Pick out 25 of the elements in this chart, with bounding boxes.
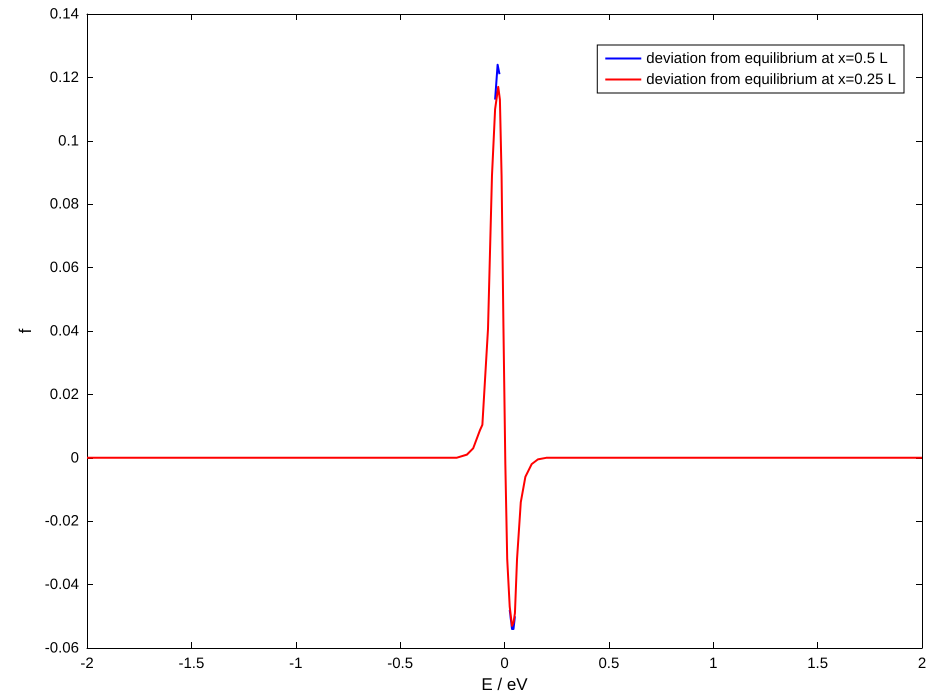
x-tick-label: 1.5 <box>807 655 828 672</box>
line-series <box>86 86 923 627</box>
x-tick-label: -0.5 <box>387 655 414 672</box>
y-tick-label: 0.04 <box>50 322 79 340</box>
y-tick-label: 0.02 <box>50 386 79 403</box>
x-tick-label: 0.5 <box>598 655 620 672</box>
y-tick-label: 0.08 <box>50 196 79 213</box>
x-tick-label: -2 <box>80 655 94 672</box>
legend-label: deviation from equilibrium at x=0.25 L <box>646 71 896 88</box>
y-tick-label: 0.06 <box>50 259 79 276</box>
y-tick-label: -0.04 <box>44 576 79 594</box>
y-axis-title: f <box>16 328 35 334</box>
legend-label: deviation from equilibrium at x=0.5 L <box>646 50 888 67</box>
x-tick-label: 0 <box>500 655 509 672</box>
x-tick-label: 2 <box>918 655 926 672</box>
x-tick-label: 1 <box>709 655 718 672</box>
y-tick-label: 0 <box>70 449 79 466</box>
y-tick-label: -0.02 <box>44 512 79 530</box>
y-tick-label: 0.1 <box>58 132 79 150</box>
x-axis-title: E / eV <box>481 674 528 694</box>
y-tick-label: -0.06 <box>44 640 79 656</box>
x-tick-label: -1 <box>289 655 302 672</box>
y-tick-label: 0.14 <box>50 6 79 22</box>
x-tick-label: -1.5 <box>178 655 204 672</box>
y-tick-label: 0.12 <box>50 68 79 86</box>
